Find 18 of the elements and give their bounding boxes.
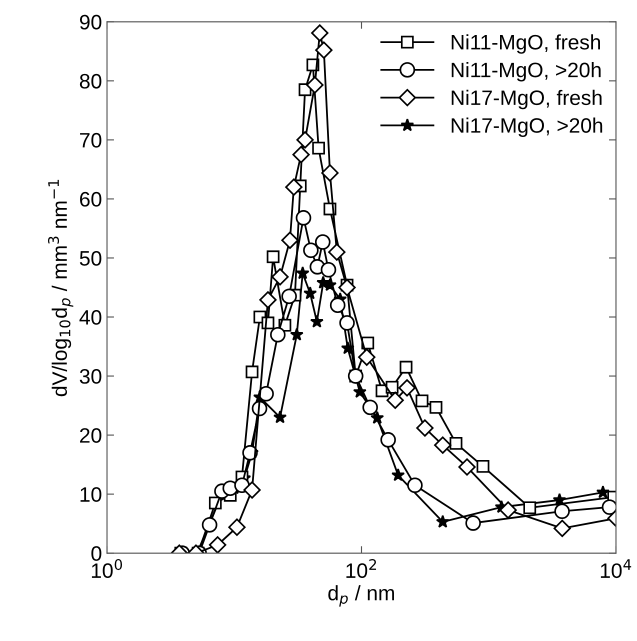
y-tick-label: 60 — [80, 192, 102, 207]
y-tick-label: 80 — [80, 74, 102, 89]
x-tick-label: 10$^{2}$ — [346, 559, 376, 578]
y-tick-label: 20 — [80, 428, 102, 443]
legend-label: Ni17-MgO, fresh — [452, 90, 602, 110]
legend-label: Ni11-MgO, fresh — [452, 34, 600, 54]
y-axis-title: dV/log$_{10}$d$_{p}$ / mm$^{3}$ nm$^{−1}$ — [48, 180, 74, 396]
y-tick-label: 70 — [80, 132, 102, 148]
y-tick-label: 90 — [80, 14, 102, 30]
y-tick-label: 0 — [91, 546, 102, 561]
legend-label: Ni17-MgO, >20h — [452, 118, 602, 137]
y-tick-label: 40 — [79, 310, 102, 325]
x-tick-label: 10$^{4}$ — [600, 559, 632, 578]
legend-label: Ni11-MgO, >20h — [452, 62, 601, 82]
y-tick-label: 10 — [80, 487, 102, 502]
x-axis-title: d$_{p}$ / nm — [328, 585, 394, 607]
y-tick-label: 30 — [80, 369, 102, 384]
y-tick-label: 50 — [80, 250, 102, 266]
